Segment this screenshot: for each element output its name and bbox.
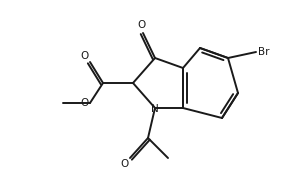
Text: O: O	[81, 98, 89, 108]
Text: O: O	[81, 51, 89, 61]
Text: O: O	[121, 159, 129, 169]
Text: O: O	[138, 20, 146, 30]
Text: Br: Br	[258, 47, 269, 57]
Text: N: N	[151, 104, 159, 114]
